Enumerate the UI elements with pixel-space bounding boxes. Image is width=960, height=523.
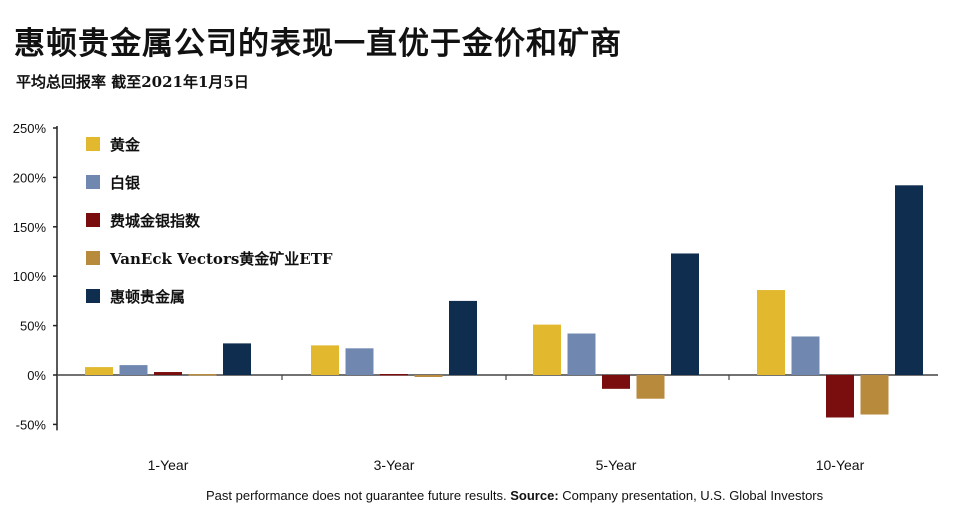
bar-gold (533, 324, 561, 375)
source-text: Company presentation, U.S. Global Invest… (562, 488, 824, 503)
x-category-label: 1-Year (148, 457, 189, 473)
legend-label: 黄金 (110, 136, 141, 154)
source-footer: Past performance does not guarantee futu… (206, 488, 823, 503)
y-tick-label: -50% (16, 417, 47, 432)
bar-xau (154, 372, 182, 375)
chart-subtitle: 平均总回报率 截至2021年1月5日 (16, 73, 249, 91)
x-category-label: 5-Year (596, 457, 637, 473)
bar-xau (826, 375, 854, 418)
bar-silver (567, 333, 596, 375)
legend-label: 惠顿贵金属 (110, 288, 185, 306)
y-tick-label: 250% (13, 121, 47, 136)
x-category-label: 10-Year (816, 457, 865, 473)
legend-label: 白银 (110, 174, 141, 192)
legend-swatch-xau (86, 213, 100, 227)
legend-label: 费城金银指数 (110, 212, 201, 230)
bar-xau (380, 374, 408, 376)
legend-swatch-gold (86, 137, 100, 151)
y-tick-label: 200% (13, 170, 47, 185)
y-tick-label: 150% (13, 220, 47, 235)
bar-wheaton (671, 253, 699, 375)
legend-label: VanEck Vectors黄金矿业ETF (109, 250, 333, 268)
bar-gdx (414, 375, 443, 377)
bar-gold (757, 290, 785, 375)
bar-gdx (636, 375, 665, 399)
bar-gold (311, 345, 339, 375)
bar-silver (345, 348, 374, 375)
legend-swatch-silver (86, 175, 100, 189)
legend-swatch-gdx (86, 251, 100, 265)
y-tick-label: 50% (20, 319, 46, 334)
bar-gdx (860, 375, 889, 415)
disclaimer-text: Past performance does not guarantee futu… (206, 488, 507, 503)
bar-wheaton (895, 185, 923, 375)
bar-silver (119, 365, 148, 375)
bar-gold (85, 367, 113, 375)
bar-wheaton (449, 300, 477, 375)
y-tick-label: 100% (13, 269, 47, 284)
y-tick-label: 0% (27, 368, 46, 383)
x-category-label: 3-Year (374, 457, 415, 473)
chart-title: 惠顿贵金属公司的表现一直优于金价和矿商 (14, 26, 622, 62)
bar-silver (791, 336, 820, 375)
legend-swatch-wheaton (86, 289, 100, 303)
bar-xau (602, 375, 630, 389)
bar-gdx (188, 374, 217, 376)
source-label: Source: (510, 488, 559, 503)
bar-wheaton (223, 343, 251, 375)
